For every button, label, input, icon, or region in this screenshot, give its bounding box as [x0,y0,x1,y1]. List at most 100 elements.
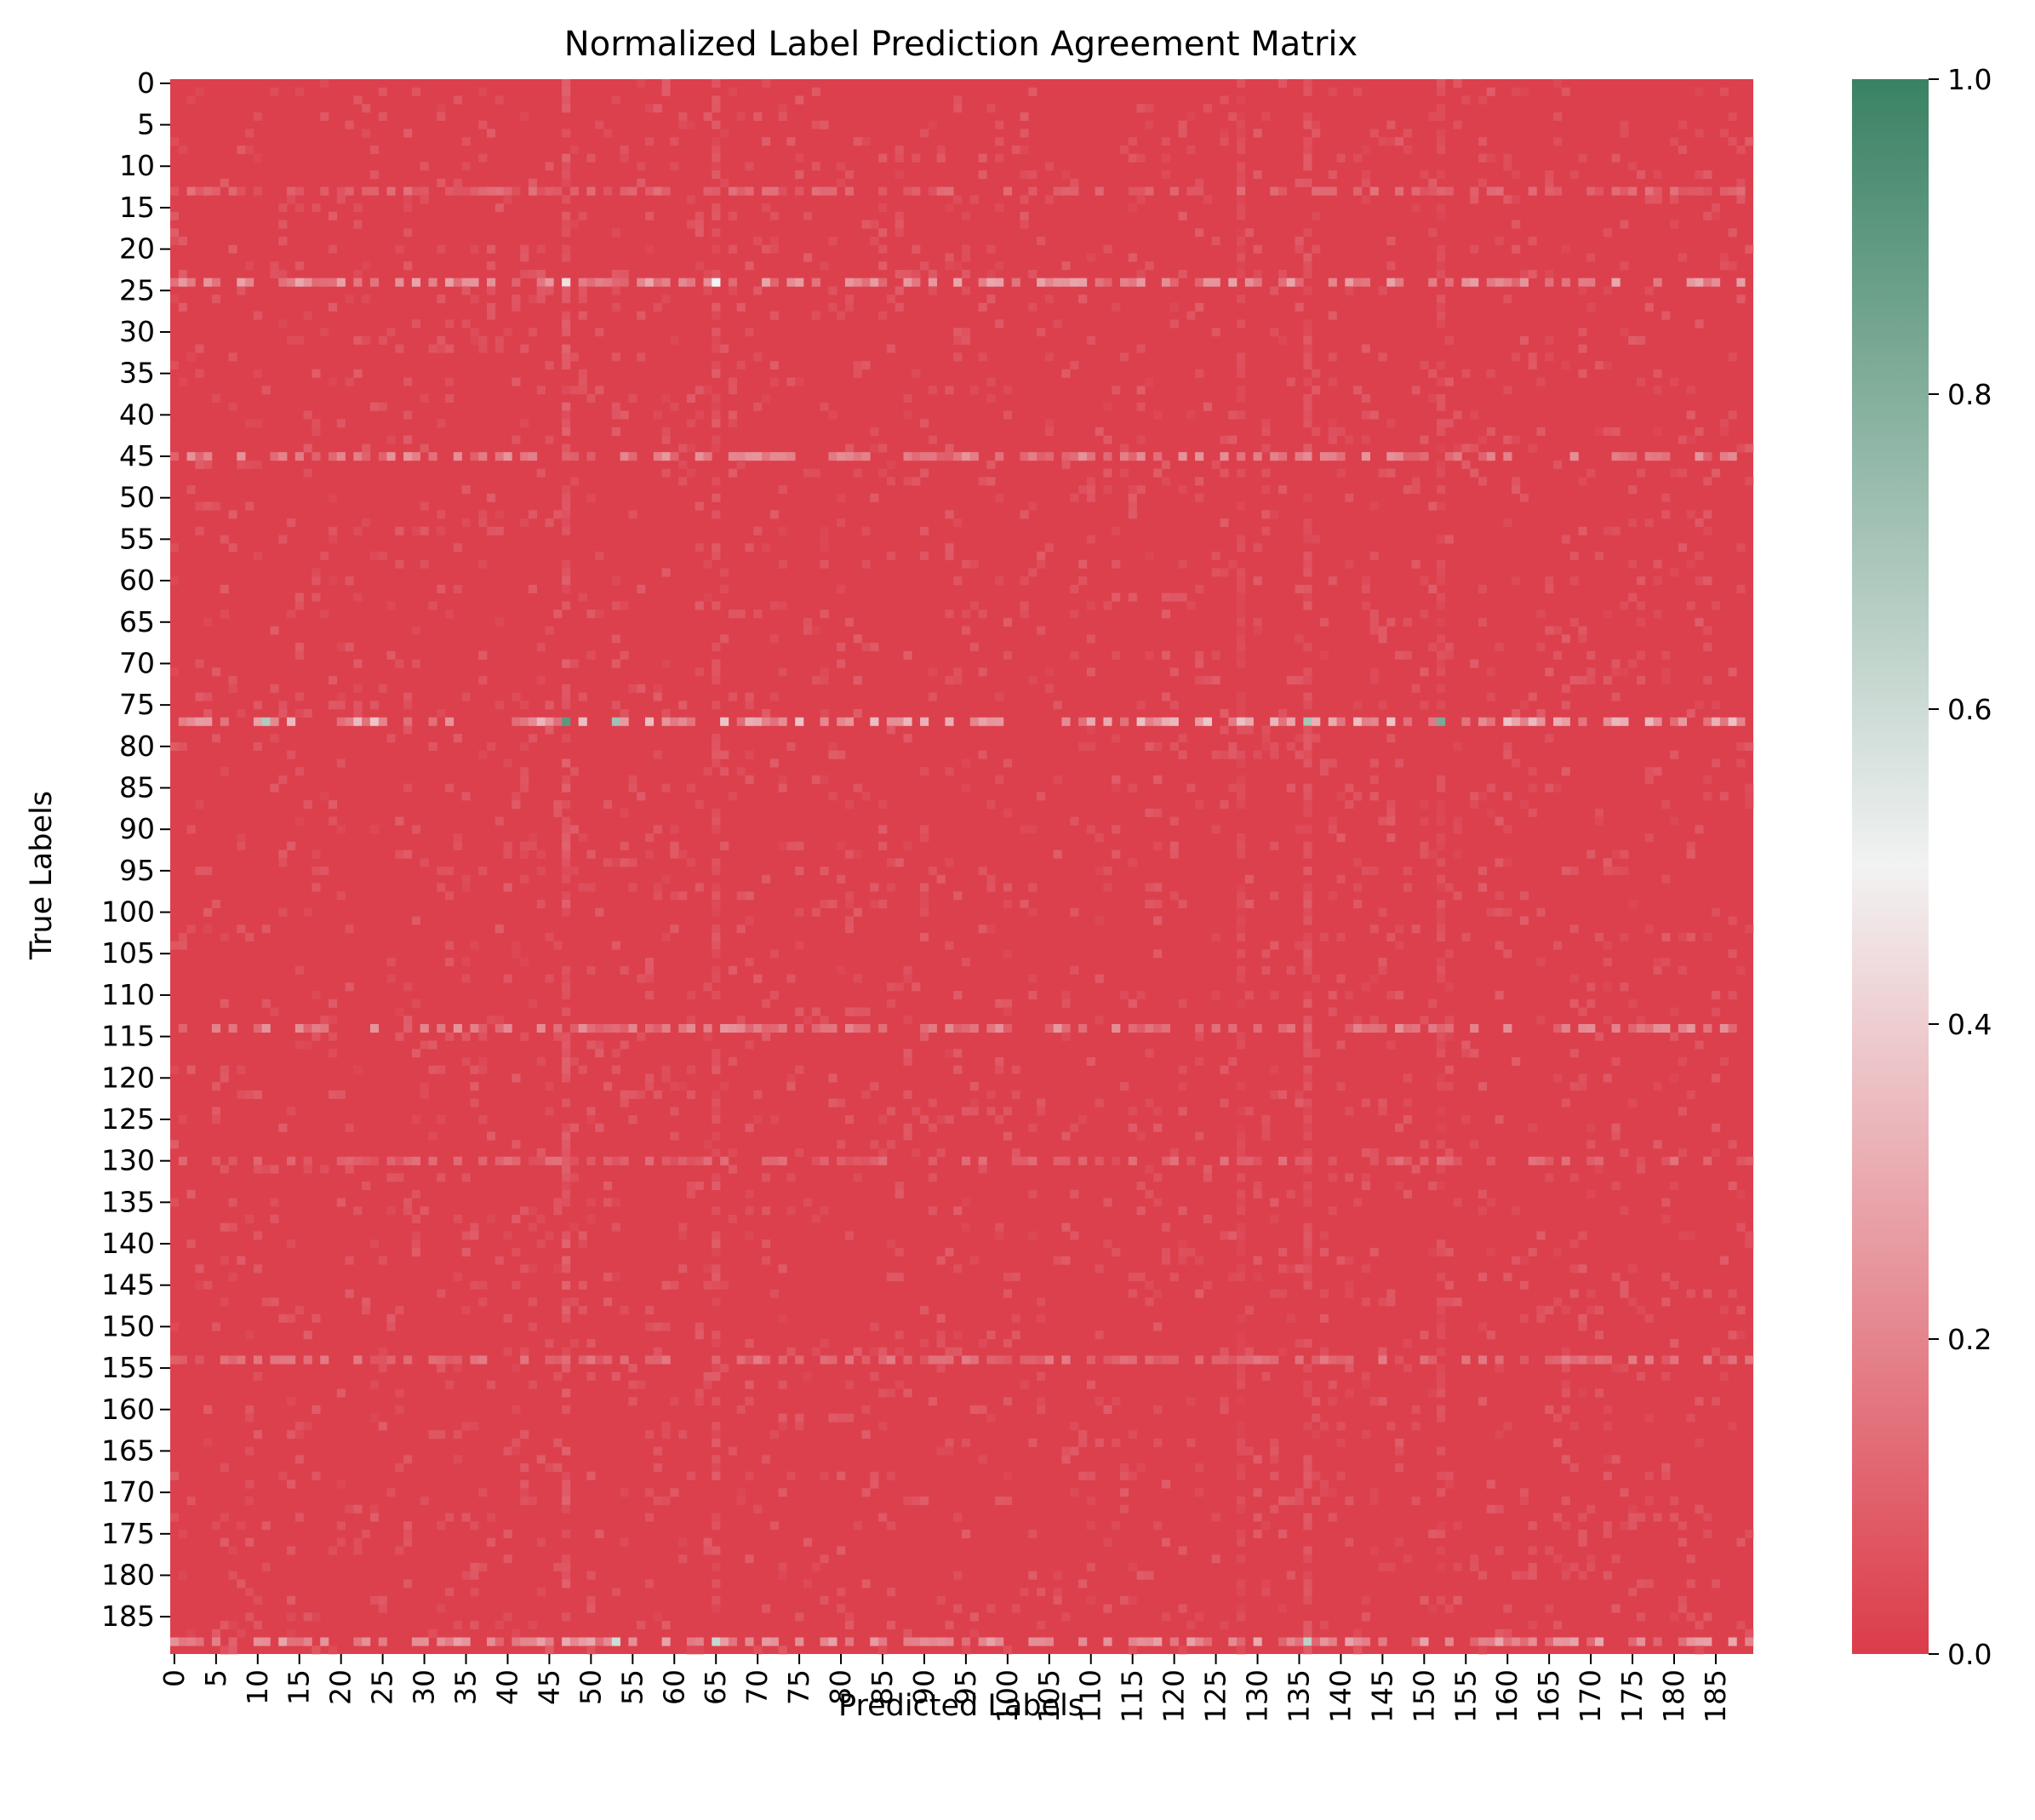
heatmap-cell [611,659,620,668]
heatmap-cell [1303,1422,1312,1431]
heatmap-cell [1303,692,1312,701]
heatmap-cell [170,452,180,461]
heatmap-cell [1437,1380,1446,1389]
heatmap-cell [562,1554,571,1564]
heatmap-cell [411,916,420,925]
heatmap-cell [844,617,855,627]
heatmap-cell [494,203,504,213]
heatmap-cell [786,1073,796,1083]
heatmap-cell [712,1637,721,1646]
heatmap-cell [1261,510,1271,519]
heatmap-cell [1295,244,1304,254]
heatmap-cell [769,452,779,461]
heatmap-cell [1195,302,1204,312]
heatmap-cell [1237,1148,1246,1158]
heatmap-cell [1169,816,1179,826]
heatmap-cell [1486,717,1495,726]
heatmap-cell [1203,1165,1212,1174]
heatmap-cell [753,1645,763,1655]
heatmap-cell [1386,932,1396,941]
heatmap-cell [1628,1024,1638,1033]
heatmap-cell [1678,1537,1687,1547]
heatmap-cell [695,1388,704,1398]
heatmap-cell [603,1355,613,1365]
heatmap-cell [1145,808,1154,817]
heatmap-cell [1345,278,1354,287]
heatmap-cell [211,1024,221,1033]
heatmap-cell [478,1280,488,1290]
heatmap-cell [528,833,538,843]
heatmap-cell [520,452,529,461]
heatmap-cell [1220,95,1229,105]
heatmap-cell [1644,775,1654,784]
heatmap-cell [170,941,180,950]
heatmap-cell [1120,452,1129,461]
heatmap-cell [1378,1637,1387,1646]
heatmap-cell [928,1355,937,1365]
heatmap-cell [536,1024,546,1033]
heatmap-cell [1211,1513,1220,1522]
heatmap-cell [586,493,596,502]
heatmap-cell [1678,145,1687,154]
heatmap-cell [1712,991,1721,1000]
heatmap-cell [1270,1355,1279,1365]
heatmap-cell [536,899,546,908]
heatmap-cell [1378,958,1387,967]
heatmap-cell [986,1090,996,1099]
heatmap-cell [1237,129,1246,138]
heatmap-cell [878,444,888,453]
heatmap-cell [628,1397,637,1406]
heatmap-cell [312,568,321,577]
heatmap-cell [1444,1016,1454,1025]
heatmap-cell [562,295,571,304]
heatmap-cell [294,1637,304,1646]
heatmap-cell [1237,576,1246,586]
heatmap-cell [1361,394,1370,403]
heatmap-cell [1178,1256,1187,1265]
heatmap-cell [1312,1430,1321,1439]
heatmap-cell [1237,1264,1246,1273]
heatmap-cell [453,1621,462,1630]
heatmap-cell [386,452,396,461]
heatmap-cell [386,1488,396,1497]
heatmap-cell [362,335,371,345]
heatmap-cell [936,1446,946,1456]
heatmap-cell [769,1156,779,1165]
heatmap-cell [1244,899,1254,908]
heatmap-cell [712,1463,721,1473]
heatmap-cell [1420,816,1429,826]
heatmap-cell [1361,717,1370,726]
heatmap-cell [637,1032,646,1041]
heatmap-cell [1603,958,1612,967]
heatmap-cell [620,1306,629,1315]
heatmap-cell [769,278,779,287]
heatmap-cell [762,203,771,213]
heatmap-cell [1595,186,1604,196]
heatmap-cell [1003,617,1013,627]
heatmap-cell [986,269,996,278]
heatmap-cell [186,95,196,105]
heatmap-cell [562,891,571,901]
heatmap-cell [686,1471,696,1480]
heatmap-cell [1595,932,1604,941]
heatmap-cell [986,883,996,892]
heatmap-cell [453,1273,462,1282]
heatmap-cell [712,1604,721,1613]
heatmap-cell [378,1347,387,1356]
heatmap-cell [1595,1032,1604,1041]
heatmap-cell [1569,1289,1579,1298]
heatmap-cell [1470,468,1479,478]
heatmap-cell [1011,1156,1020,1165]
heatmap-cell [853,369,862,378]
heatmap-cell [645,1156,655,1165]
heatmap-cell [1728,916,1737,925]
heatmap-cell [1561,1455,1570,1464]
heatmap-cell [1361,1637,1370,1646]
heatmap-cell [303,907,312,917]
heatmap-cell [1112,559,1121,569]
heatmap-cell [445,1637,454,1646]
heatmap-cell [1161,1156,1171,1165]
heatmap-cell [712,1331,721,1340]
heatmap-cell [1437,1306,1446,1315]
heatmap-cell [1312,186,1321,196]
